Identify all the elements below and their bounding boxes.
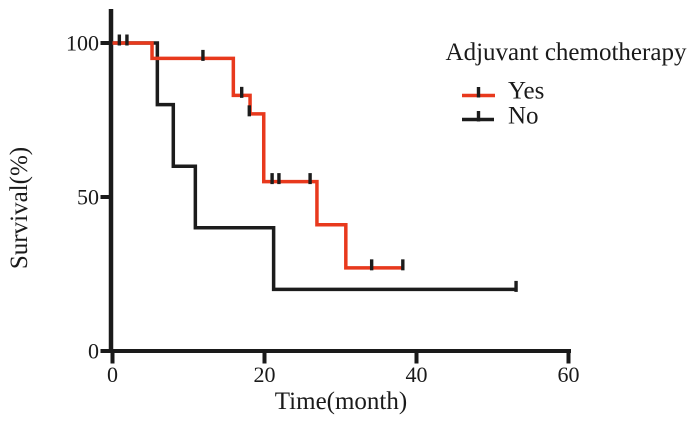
y-tick-label-50: 50 [77, 185, 99, 210]
y-axis-title: Survival(%) [6, 147, 33, 269]
legend-entry-no: No [462, 103, 539, 130]
x-tick-label-60: 60 [558, 362, 580, 387]
x-tick-label-20: 20 [254, 362, 276, 387]
km-curve-no [112, 41, 517, 292]
y-tick-label-0: 0 [88, 339, 99, 364]
legend: Adjuvant chemotherapy Yes No [446, 39, 687, 130]
legend-title: Adjuvant chemotherapy [446, 39, 687, 66]
legend-label-yes: Yes [508, 78, 544, 105]
x-axis-ticks: 0 20 40 60 [107, 352, 580, 387]
y-tick-label-100: 100 [66, 31, 99, 56]
x-tick-label-0: 0 [107, 362, 118, 387]
km-curves [112, 41, 517, 292]
legend-label-no: No [508, 103, 539, 130]
censor-marks [117, 34, 518, 292]
km-curve-yes [112, 41, 404, 270]
x-axis-title: Time(month) [275, 388, 407, 415]
y-axis-ticks: 0 50 100 [66, 31, 110, 364]
x-tick-label-40: 40 [406, 362, 428, 387]
legend-entry-yes: Yes [462, 78, 544, 105]
